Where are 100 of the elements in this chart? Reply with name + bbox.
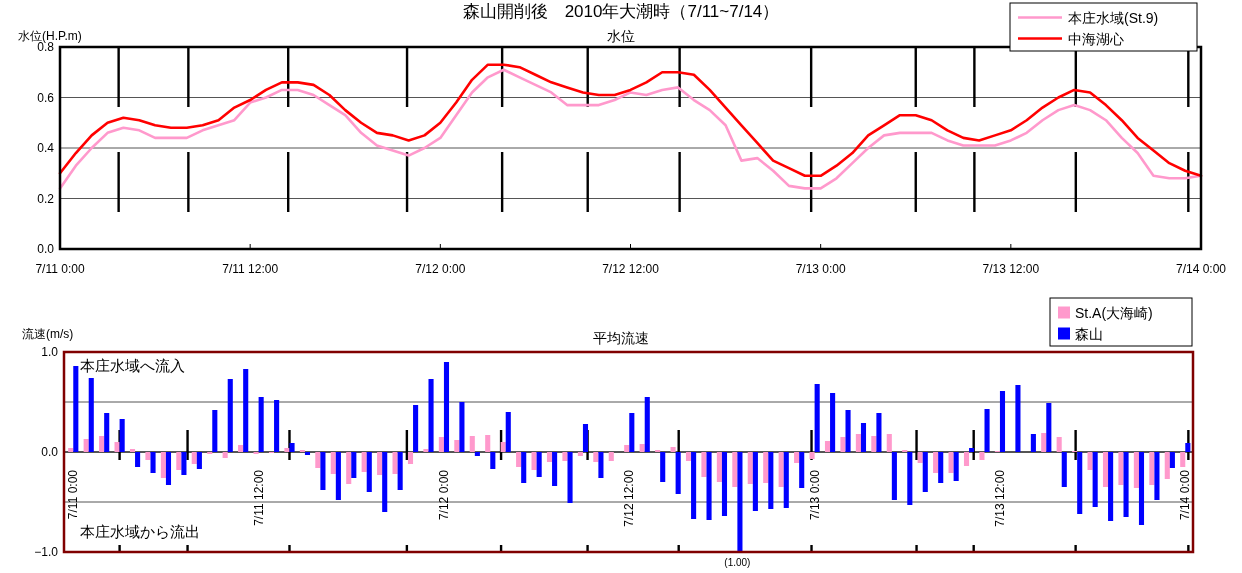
legend-label: St.A(大海崎) <box>1075 304 1153 321</box>
bar <box>1077 452 1083 514</box>
bar <box>438 437 444 452</box>
bar <box>1118 452 1124 485</box>
bar <box>485 435 491 452</box>
bar <box>701 452 707 477</box>
bar <box>1092 452 1098 507</box>
bar <box>948 452 954 473</box>
bar <box>407 452 414 464</box>
bar <box>423 449 429 452</box>
bar <box>999 391 1006 452</box>
bar <box>546 452 553 462</box>
y-tick-label: 0.4 <box>37 141 55 155</box>
bar <box>830 393 836 452</box>
bar <box>747 452 753 484</box>
bar <box>691 452 697 519</box>
x-tick-label: 7/13 12:00 <box>992 469 1007 527</box>
bar <box>413 405 419 452</box>
bar <box>346 452 352 484</box>
bar <box>593 452 599 462</box>
bar <box>685 452 692 461</box>
bar <box>1149 452 1155 485</box>
bar <box>552 452 558 486</box>
bar <box>737 452 743 552</box>
bar <box>1169 452 1175 468</box>
bar <box>459 402 465 452</box>
bar <box>1123 452 1129 517</box>
bar <box>860 423 867 452</box>
legend-label: 森山 <box>1075 325 1103 342</box>
bar <box>258 397 264 452</box>
bar <box>335 452 341 500</box>
bar <box>505 412 511 452</box>
bar <box>536 452 542 477</box>
bar <box>150 452 156 473</box>
bar <box>876 413 882 452</box>
bar <box>454 440 460 452</box>
bar <box>521 452 527 483</box>
bar <box>814 384 820 452</box>
bar <box>304 452 311 455</box>
bar <box>104 413 110 452</box>
bar <box>768 452 774 509</box>
bar <box>516 452 522 467</box>
bar <box>598 452 604 478</box>
y-tick-label: 1.0 <box>41 345 59 359</box>
bar <box>377 452 383 475</box>
bar <box>752 452 758 511</box>
bar <box>963 452 970 466</box>
bar <box>1180 452 1186 467</box>
bar <box>670 447 676 452</box>
bar <box>227 379 233 452</box>
bar <box>917 452 923 463</box>
bar <box>361 452 367 472</box>
bar <box>562 452 568 461</box>
bar <box>871 436 877 452</box>
bar <box>799 452 805 488</box>
x-tick-label: 7/11 0:00 <box>66 469 81 520</box>
x-tick-label: 7/12 12:00 <box>622 469 637 527</box>
y-axis-title: 水位(H.P.m) <box>18 29 82 43</box>
bar <box>469 436 475 452</box>
bar <box>845 410 851 452</box>
bar <box>706 452 712 520</box>
bar <box>330 452 336 474</box>
bar <box>763 452 769 483</box>
chart-title: 森山開削後 2010年大潮時（7/11~7/14） <box>462 2 780 21</box>
annotation: 本庄水域から流出 <box>80 523 200 540</box>
bar <box>1133 452 1139 488</box>
x-tick-label: 7/13 0:00 <box>807 469 822 521</box>
x-tick-label: 7/13 12:00 <box>982 262 1040 276</box>
bar <box>181 452 187 475</box>
bar <box>222 452 228 458</box>
bar <box>1138 452 1145 525</box>
bar <box>73 366 79 452</box>
y-tick-label: 0.0 <box>37 242 55 256</box>
bar <box>1030 434 1036 452</box>
bar <box>135 452 141 467</box>
x-tick-label: 7/13 0:00 <box>795 262 847 276</box>
bar <box>1164 452 1170 479</box>
bar <box>490 452 496 469</box>
bar <box>68 448 74 452</box>
bar <box>855 434 861 452</box>
bar <box>608 452 614 461</box>
bar <box>886 434 892 452</box>
bar <box>938 452 944 483</box>
bar <box>644 397 650 452</box>
bar <box>196 452 202 469</box>
bar <box>382 452 388 512</box>
x-tick-label: 7/12 0:00 <box>415 262 466 276</box>
bar <box>1015 385 1021 452</box>
bar <box>721 452 728 516</box>
bar <box>624 445 630 452</box>
bar <box>1087 452 1093 470</box>
bar <box>922 452 928 492</box>
bar <box>824 441 831 452</box>
x-tick-label: 7/14 0:00 <box>1178 469 1193 521</box>
bar <box>315 452 321 468</box>
bar <box>212 410 218 452</box>
bar <box>145 452 151 460</box>
bar <box>794 452 800 463</box>
bar <box>351 452 357 478</box>
bar <box>716 452 722 482</box>
